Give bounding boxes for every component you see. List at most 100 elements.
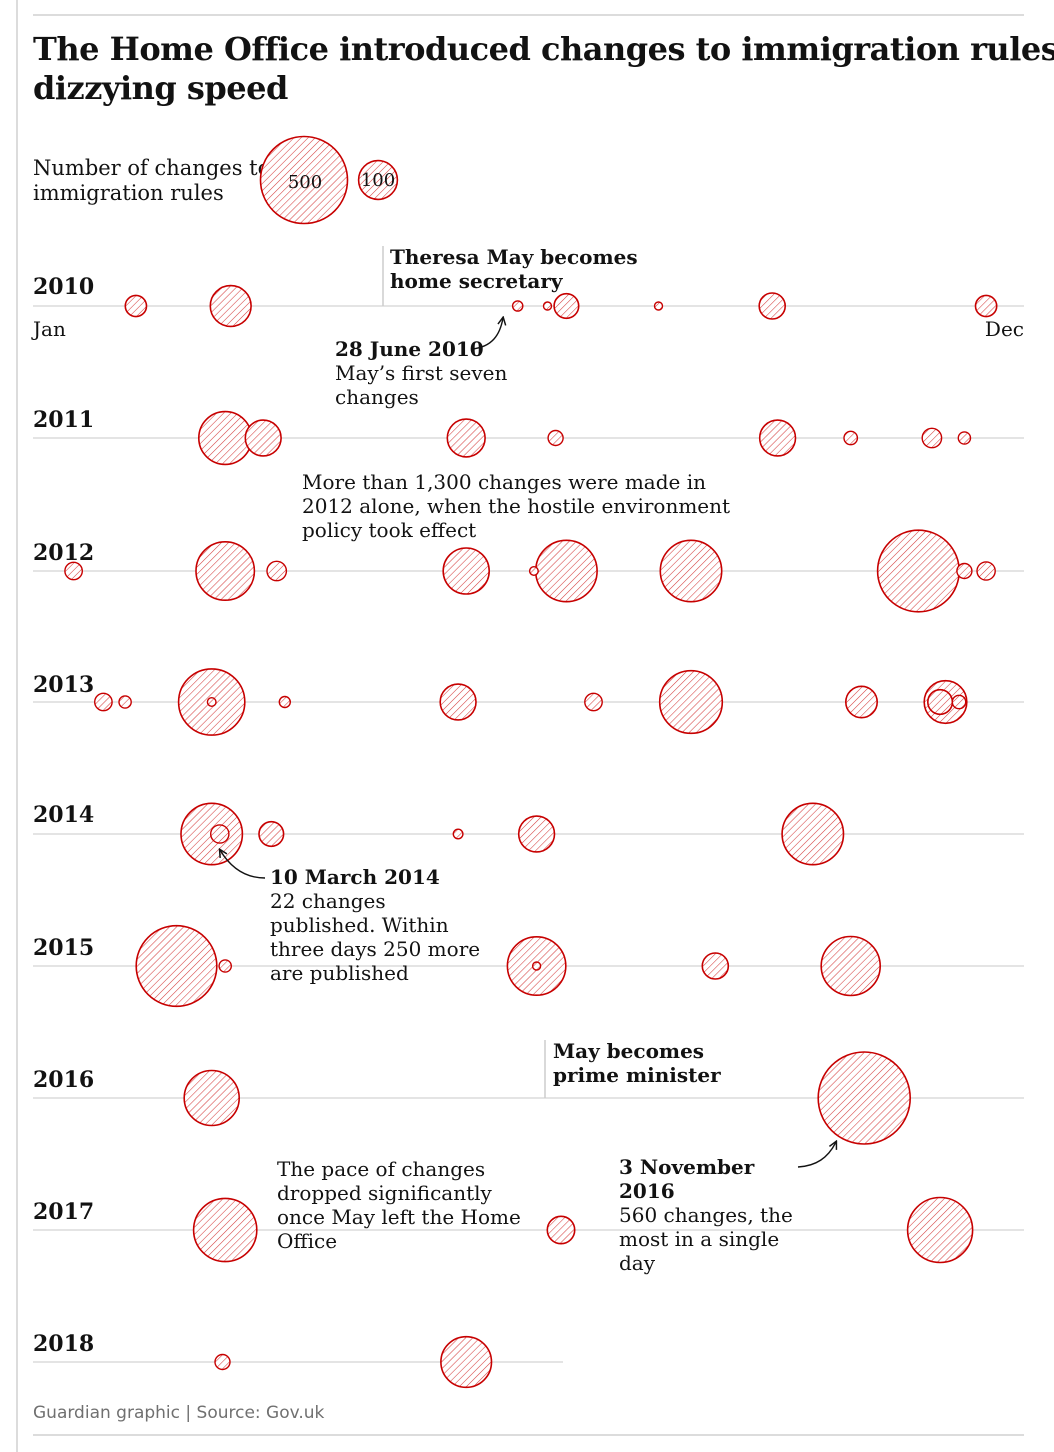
bubble-2013-9	[118, 695, 132, 709]
bubble-2010-7	[653, 301, 664, 311]
bubble-2015-1	[820, 935, 882, 997]
year-label-2014: 2014	[33, 802, 94, 828]
bubble-2011-2	[244, 419, 282, 457]
chart-title-line2: dizzying speed	[33, 69, 288, 107]
bubble-2011-3	[758, 419, 797, 457]
prime-minister-line1: May becomes	[553, 1039, 704, 1063]
bubble-2018-0	[440, 1335, 493, 1389]
bubble-2016-0	[817, 1051, 912, 1145]
bubble-2010-3	[124, 294, 148, 318]
bubble-2014-2	[517, 815, 556, 853]
bubble-2010-0	[209, 284, 252, 328]
home-secretary-line2: home secretary	[390, 269, 564, 293]
bubble-2010-5	[511, 300, 524, 312]
legend-bubble-100	[357, 159, 399, 201]
bubble-2012-7	[64, 561, 84, 581]
june-2010-date: 28 June 2010	[335, 337, 484, 361]
y2012-note-line1: More than 1,300 changes were made in	[302, 470, 706, 494]
bubble-2012-4	[442, 547, 491, 595]
nov-2016-arrow	[797, 1142, 836, 1168]
bubble-2011-6	[843, 430, 859, 446]
bubble-2012-5	[266, 560, 288, 582]
year-label-2012: 2012	[33, 540, 94, 566]
bubble-2014-1	[781, 802, 845, 866]
left-rule	[16, 0, 18, 1452]
march-2014-line4: are published	[270, 961, 409, 985]
month-label-dec: Dec	[985, 317, 1024, 341]
pace-note-line1: The pace of changes	[277, 1157, 485, 1181]
year-label-2011: 2011	[33, 407, 94, 433]
bubble-2012-1	[534, 539, 598, 603]
bubble-2014-5	[452, 828, 464, 840]
bubble-2018-1	[214, 1353, 231, 1371]
bubble-2011-0	[198, 410, 253, 466]
month-label-jan: Jan	[31, 317, 66, 341]
bubble-2010-2	[553, 292, 580, 320]
chart-title-line1: The Home Office introduced changes to im…	[33, 30, 1054, 68]
june-2010-text-line2: changes	[335, 385, 419, 409]
june-2010-arrow	[471, 318, 503, 350]
legend-label-line2: immigration rules	[33, 181, 224, 205]
home-secretary-line1: Theresa May becomes	[390, 245, 638, 269]
nov-2016-text-line3: day	[619, 1251, 656, 1275]
nov-2016-date-line2: 2016	[619, 1179, 675, 1203]
bubble-2012-0	[876, 529, 961, 613]
bubble-2013-1	[658, 669, 724, 735]
bubble-2010-4	[974, 294, 998, 318]
nov-2016-date-line1: 3 November	[619, 1155, 755, 1179]
legend-value-100: 100	[361, 170, 395, 191]
legend-bubble-500	[259, 135, 349, 225]
legend-value-500: 500	[288, 172, 322, 193]
march-2014-line3: three days 250 more	[270, 937, 480, 961]
march-2014-line1: 22 changes	[270, 889, 386, 913]
bubble-2013-11	[206, 697, 217, 708]
year-label-2016: 2016	[33, 1067, 94, 1093]
bubble-2014-4	[209, 824, 230, 844]
year-label-2015: 2015	[33, 935, 94, 961]
year-label-2017: 2017	[33, 1199, 94, 1225]
bubble-2012-8	[956, 562, 973, 580]
top-rule	[33, 14, 1024, 16]
bubble-2015-5	[531, 961, 542, 971]
june-2010-text-line1: May’s first seven	[335, 361, 507, 385]
pace-note-line4: Office	[277, 1229, 337, 1253]
bubble-2015-4	[218, 959, 232, 973]
legend-label-line1: Number of changes to	[33, 156, 270, 180]
march-2014-date: 10 March 2014	[270, 865, 440, 889]
bubble-2013-5	[926, 688, 954, 716]
source-credit: Guardian graphic | Source: Gov.uk	[33, 1403, 325, 1423]
nov-2016-text-line1: 560 changes, the	[619, 1203, 793, 1227]
pace-note-line2: dropped significantly	[277, 1181, 493, 1205]
bubble-2011-4	[921, 427, 943, 449]
year-label-2010: 2010	[33, 274, 94, 300]
bubble-2013-4	[844, 685, 878, 719]
bubble-2013-7	[584, 692, 603, 712]
nov-2016-text-line2: most in a single	[619, 1227, 779, 1251]
prime-minister-line2: prime minister	[553, 1063, 721, 1087]
pace-note-line3: once May left the Home	[277, 1205, 521, 1229]
bubble-2012-9	[528, 566, 539, 577]
bubble-2010-1	[758, 292, 787, 320]
year-label-2013: 2013	[33, 672, 94, 698]
bubble-2012-6	[976, 561, 996, 581]
bubble-2011-1	[446, 418, 486, 458]
bubble-2010-6	[542, 301, 553, 311]
march-2014-arrow	[220, 850, 266, 879]
bubble-2017-2	[546, 1215, 576, 1245]
bottom-rule	[33, 1434, 1024, 1436]
year-rows: 2010 2011 2012 2013 2014 2015 2016 2017 2018	[33, 274, 1024, 1389]
bubble-2016-1	[183, 1069, 240, 1127]
bubble-2015-0	[135, 924, 218, 1008]
bubble-2011-5	[547, 429, 564, 447]
year-label-2018: 2018	[33, 1331, 94, 1357]
bubble-2017-1	[192, 1197, 258, 1263]
bubble-2012-3	[195, 540, 256, 601]
bubble-2015-3	[701, 952, 730, 980]
y2012-note-line2: 2012 alone, when the hostile environment	[302, 494, 730, 518]
march-2014-line2: published. Within	[270, 913, 449, 937]
bubble-2013-10	[278, 695, 291, 709]
bubble-2013-6	[94, 692, 113, 712]
bubble-2014-3	[258, 820, 285, 848]
bubble-2017-0	[906, 1196, 974, 1264]
